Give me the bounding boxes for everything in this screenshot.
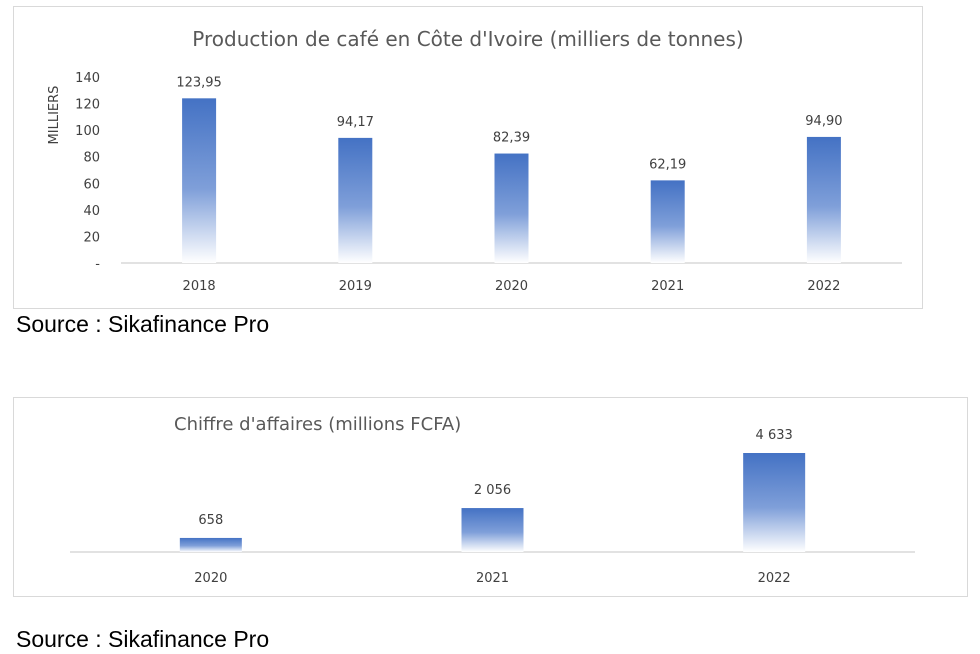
- source-caption-revenue: Source : Sikafinance Pro: [16, 626, 270, 652]
- bar-value-label: 123,95: [176, 75, 222, 90]
- y-tick-label: 100: [75, 124, 100, 139]
- y-tick-label: 140: [75, 71, 100, 86]
- chart-revenue: Chiffre d'affaires (millions FCFA) 658 202…: [70, 414, 915, 586]
- bar-value-label: 82,39: [493, 131, 530, 146]
- bar-value-label: 94,90: [805, 114, 842, 129]
- bar-value-label: 62,19: [649, 157, 686, 172]
- chart-panel-revenue: Chiffre d'affaires (millions FCFA) 658 202…: [13, 397, 968, 597]
- x-tick-label: 2022: [758, 571, 791, 586]
- chart-title: Production de café en Côte d'Ivoire (mil…: [192, 27, 743, 51]
- y-tick-label: -: [95, 257, 100, 272]
- chart-title: Chiffre d'affaires (millions FCFA): [174, 414, 461, 435]
- x-tick-label: 2021: [476, 571, 509, 586]
- y-tick-label: 120: [75, 98, 100, 113]
- chart-panel-production: Production de café en Côte d'Ivoire (mil…: [13, 6, 923, 309]
- bar-value-label: 4 633: [756, 428, 793, 443]
- x-tick-label: 2018: [183, 279, 216, 294]
- y-axis-label: MILLIERS: [47, 86, 62, 145]
- x-tick-label: 2021: [651, 279, 684, 294]
- source-caption-production: Source : Sikafinance Pro: [16, 311, 270, 337]
- chart-production: Production de café en Côte d'Ivoire (mil…: [47, 27, 902, 294]
- x-tick-label: 2019: [339, 279, 372, 294]
- bar: [743, 453, 806, 552]
- x-tick-label: 2020: [194, 571, 227, 586]
- bar: [494, 153, 529, 263]
- bar: [461, 508, 524, 552]
- x-tick-label: 2020: [495, 279, 528, 294]
- bar-value-label: 94,17: [337, 115, 374, 130]
- bar: [182, 98, 217, 263]
- bar-value-label: 2 056: [474, 483, 511, 498]
- bar-value-label: 658: [198, 513, 223, 528]
- y-tick-label: 80: [83, 151, 100, 166]
- y-tick-label: 60: [83, 177, 100, 192]
- bar: [338, 137, 373, 263]
- bar: [179, 537, 242, 552]
- bar: [806, 136, 841, 263]
- x-tick-label: 2022: [807, 279, 840, 294]
- y-tick-label: 20: [83, 230, 100, 245]
- y-tick-label: 40: [83, 204, 100, 219]
- bar: [650, 180, 685, 263]
